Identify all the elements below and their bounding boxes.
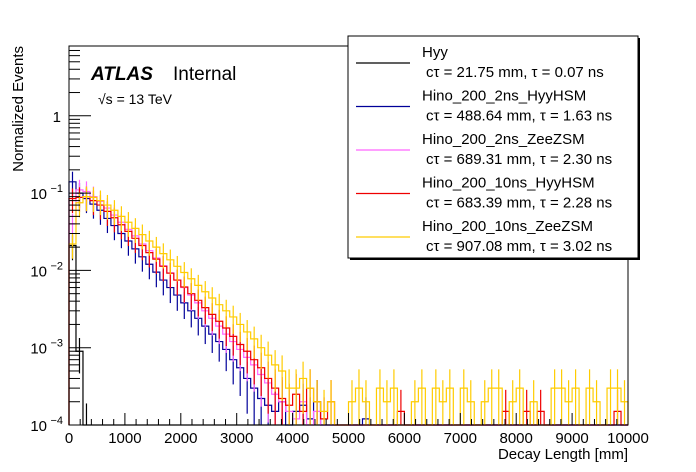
status-label: Internal [173, 64, 236, 85]
legend-sublabel: cτ = 689.31 mm, τ = 2.30 ns [426, 151, 612, 168]
x-tick-label: 7000 [444, 430, 477, 447]
legend-entry: Hino_200_2ns_ZeeZSM cτ = 689.31 mm, τ = 2… [356, 131, 612, 168]
x-tick-label: 1000 [108, 430, 141, 447]
series-Hino_200_10ns_ZeeZSM [68, 186, 629, 426]
legend-entry: Hino_200_2ns_HyyHSM cτ = 488.64 mm, τ = 1… [356, 88, 612, 125]
energy-label: √s = 13 TeV [98, 91, 173, 107]
legend: Hyy cτ = 21.75 mm, τ = 0.07 ns Hino_200_2n… [347, 35, 640, 260]
y-tick-exponent: −4 [50, 415, 63, 427]
y-tick-label: 1 [53, 109, 61, 126]
y-tick-exponent: −2 [50, 260, 63, 272]
x-tick-label: 0 [65, 430, 73, 447]
legend-label: Hino_200_2ns_ZeeZSM [422, 131, 585, 148]
legend-entry: Hino_200_10ns_HyyHSM cτ = 683.39 mm, τ = … [356, 175, 612, 212]
y-axis-ticks: 10 −410 −310 −210 −11 [30, 45, 91, 435]
x-tick-label: 8000 [500, 430, 533, 447]
legend-label: Hino_200_2ns_HyyHSM [422, 88, 586, 105]
legend-sublabel: cτ = 683.39 mm, τ = 2.28 ns [426, 195, 612, 212]
x-tick-label: 5000 [332, 430, 365, 447]
y-tick-label: 10 [30, 186, 47, 203]
legend-box [347, 35, 639, 259]
x-tick-label: 3000 [220, 430, 253, 447]
x-tick-label: 10000 [607, 430, 649, 447]
legend-label: Hyy [422, 44, 448, 61]
x-tick-label: 4000 [276, 430, 309, 447]
axes: 0 1000 2000 3000 4000 5000 6000 7000 8000 9000 100… [30, 45, 649, 447]
x-tick-label: 9000 [555, 430, 588, 447]
histogram-layer [68, 171, 629, 426]
y-tick-label: 10 [30, 418, 47, 435]
y-tick-label: 10 [30, 263, 47, 280]
x-tick-label: 2000 [164, 430, 197, 447]
y-tick-exponent: −3 [50, 338, 63, 350]
x-axis-title: Decay Length [mm] [498, 446, 628, 463]
y-tick-exponent: −1 [50, 183, 63, 195]
legend-entry: Hino_200_10ns_ZeeZSM cτ = 907.08 mm, τ = … [356, 218, 612, 255]
legend-label: Hino_200_10ns_ZeeZSM [422, 218, 593, 235]
y-axis-title: Normalized Events [10, 46, 27, 172]
x-tick-label: 6000 [388, 430, 421, 447]
legend-entry: Hyy cτ = 21.75 mm, τ = 0.07 ns [356, 44, 604, 81]
legend-label: Hino_200_10ns_HyyHSM [422, 175, 595, 192]
y-tick-label: 10 [30, 341, 47, 358]
atlas-label: ATLAS [90, 64, 153, 85]
legend-sublabel: cτ = 488.64 mm, τ = 1.63 ns [426, 108, 612, 125]
legend-sublabel: cτ = 907.08 mm, τ = 3.02 ns [426, 238, 612, 255]
x-axis-ticks: 0 1000 2000 3000 4000 5000 6000 7000 8000 9000 100… [65, 413, 649, 447]
legend-sublabel: cτ = 21.75 mm, τ = 0.07 ns [426, 64, 604, 81]
